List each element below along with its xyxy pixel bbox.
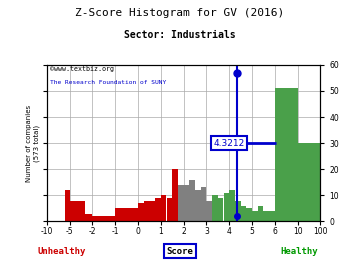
Bar [69,201,77,221]
Bar [195,190,201,221]
Text: 4.3212: 4.3212 [213,139,245,148]
Text: Z-Score Histogram for GV (2016): Z-Score Histogram for GV (2016) [75,8,285,18]
Bar [201,187,206,221]
Bar [218,198,224,221]
Y-axis label: Number of companies
(573 total): Number of companies (573 total) [26,104,40,182]
Bar [252,211,258,221]
Bar [65,190,69,221]
Bar [298,143,320,221]
Bar [85,214,93,221]
Text: The Research Foundation of SUNY: The Research Foundation of SUNY [50,80,166,86]
Bar [149,201,155,221]
Bar [258,206,264,221]
Bar [161,195,166,221]
Bar [138,203,144,221]
Bar [115,208,138,221]
Bar [206,201,212,221]
Text: Sector: Industrials: Sector: Industrials [124,30,236,40]
Text: Unhealthy: Unhealthy [37,247,85,256]
Bar [235,201,240,221]
Bar [166,198,172,221]
Bar [229,190,235,221]
Bar [77,201,85,221]
Bar [189,180,195,221]
Bar [184,185,189,221]
Bar [264,211,275,221]
Bar [144,201,149,221]
Bar [172,169,178,221]
Text: Score: Score [167,247,193,256]
Bar [178,185,184,221]
Bar [93,216,115,221]
Text: ©www.textbiz.org: ©www.textbiz.org [50,66,113,72]
Bar [275,88,298,221]
Bar [224,193,229,221]
Bar [246,208,252,221]
Text: Healthy: Healthy [280,247,318,256]
Bar [155,198,161,221]
Bar [212,195,218,221]
Bar [240,206,246,221]
